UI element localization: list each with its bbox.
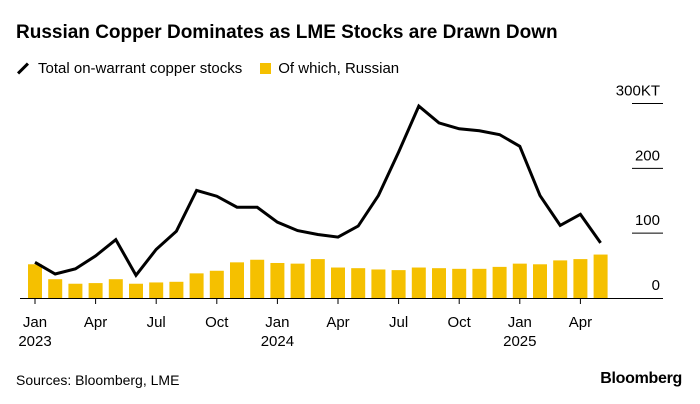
- bar-russian-2025-04: [573, 259, 588, 298]
- bar-russian-2025-05: [593, 254, 608, 298]
- bar-russian-2024-08: [411, 267, 426, 298]
- x-tick-label: Oct: [205, 314, 229, 331]
- x-year-label: 2025: [503, 333, 536, 350]
- x-tick-label: Jul: [147, 314, 166, 331]
- bar-russian-2024-10: [452, 268, 467, 298]
- bar-russian-2024-09: [432, 268, 446, 298]
- bar-russian-2024-11: [472, 268, 487, 298]
- bar-russian-2023-01: [28, 264, 42, 298]
- bar-russian-2024-12: [492, 266, 507, 298]
- bar-russian-2024-03: [310, 259, 325, 298]
- x-tick-label: Jan: [265, 314, 289, 331]
- legend-label-total: Total on-warrant copper stocks: [38, 60, 243, 77]
- y-tick-label: 100: [635, 212, 660, 229]
- x-tick-label: Apr: [84, 314, 107, 331]
- y-tick-label: 0: [652, 277, 660, 294]
- bar-russian-2023-08: [169, 281, 184, 298]
- x-year-label: 2024: [261, 333, 294, 350]
- bar-russian-2023-11: [230, 262, 244, 298]
- bar-russian-2023-02: [48, 279, 63, 298]
- bar-russian-2023-06: [129, 283, 143, 298]
- bar-russian-2025-03: [553, 260, 568, 298]
- line-total-stocks: [34, 103, 602, 279]
- bar-russian-2024-05: [351, 268, 366, 298]
- x-tick-label: Jan: [508, 314, 532, 331]
- legend: Total on-warrant copper stocks Of which,…: [16, 60, 399, 77]
- bar-russian-2024-06: [371, 269, 386, 298]
- y-tick-label: 200: [635, 147, 660, 164]
- chart-title: Russian Copper Dominates as LME Stocks a…: [16, 22, 558, 43]
- bloomberg-logo: Bloomberg: [600, 370, 682, 387]
- bar-russian-2023-09: [189, 273, 204, 298]
- bar-russian-2024-02: [290, 263, 305, 298]
- x-tick-label: Jul: [389, 314, 408, 331]
- x-tick-label: Apr: [326, 314, 349, 331]
- bar-russian-2023-05: [108, 279, 123, 298]
- bar-russian-2025-02: [533, 264, 547, 298]
- y-tick-label: 300KT: [616, 83, 660, 100]
- bar-russian-2023-12: [250, 259, 265, 298]
- legend-label-russian: Of which, Russian: [278, 60, 400, 77]
- bar-russian-2023-10: [209, 270, 224, 298]
- bar-russian-2024-01: [270, 262, 285, 298]
- legend-bar-swatch: [260, 63, 272, 74]
- bar-russian-2023-03: [68, 283, 83, 298]
- bar-russian-2023-04: [88, 283, 103, 298]
- x-tick-label: Apr: [569, 314, 592, 331]
- bar-russian-2025-01: [512, 263, 527, 298]
- x-tick-label: Jan: [23, 314, 47, 331]
- bar-russian-2024-04: [331, 267, 345, 298]
- x-year-label: 2023: [18, 333, 51, 350]
- source-note: Sources: Bloomberg, LME: [16, 372, 180, 388]
- bar-russian-2023-07: [149, 282, 164, 298]
- x-tick-label: Oct: [448, 314, 472, 331]
- bar-russian-2024-07: [391, 270, 406, 298]
